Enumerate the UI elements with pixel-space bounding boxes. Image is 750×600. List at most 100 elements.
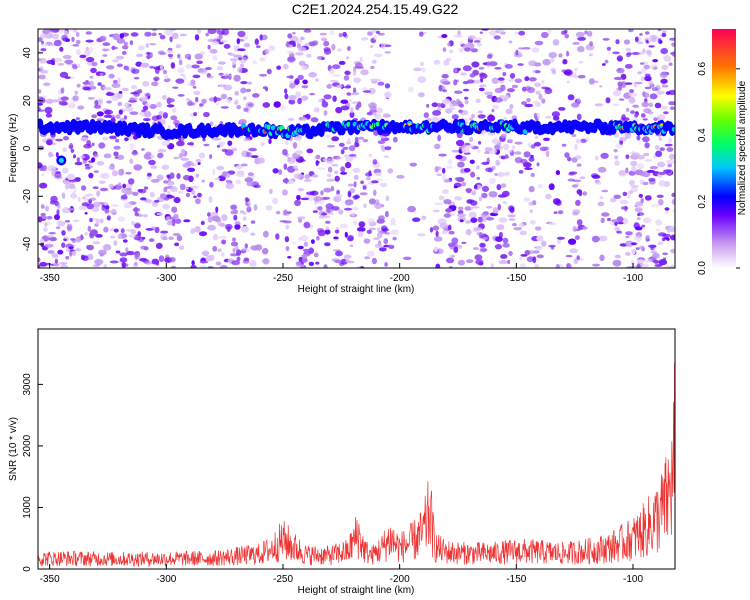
heatmap-cell [363,238,371,244]
heatmap-cell [344,199,354,206]
heatmap-cell [286,211,292,214]
heatmap-cell [97,82,102,86]
heatmap-cell [55,152,59,158]
heatmap-cell [44,33,54,39]
heatmap-cell [321,215,331,219]
heatmap-cell [471,113,475,119]
heatmap-cell [548,244,556,248]
heatmap-cell [304,174,311,180]
heatmap-cell [351,212,355,217]
heatmap-cell [309,92,315,96]
heatmap-cell [201,98,207,104]
heatmap-cell [134,253,139,260]
heatmap-cell [221,214,228,221]
heatmap-cell [99,72,104,76]
heatmap-cell [366,111,373,116]
heatmap-cell [149,65,155,69]
heatmap-cell [147,172,152,177]
heatmap-cell [447,42,451,47]
heatmap-cell [462,65,472,72]
heatmap-cell [528,77,537,82]
heatmap-cell [108,183,115,189]
heatmap-cell [494,144,501,150]
heatmap-cell [487,114,496,122]
heatmap-cell [353,174,359,180]
heatmap-cell [68,145,74,149]
heatmap-cell [420,61,424,66]
heatmap-cell [198,152,206,159]
heatmap-cell [566,80,571,84]
heatmap-cell [479,73,488,79]
heatmap-cell [190,264,197,268]
heatmap-cell [217,219,222,226]
heatmap-cell [40,33,46,39]
heatmap-cell [65,255,70,260]
heatmap-cell [644,142,650,149]
heatmap-cell [575,155,582,160]
heatmap-cell [43,221,52,226]
heatmap-cell [660,105,668,110]
heatmap-cell [167,179,171,182]
heatmap-cell [176,173,181,180]
heatmap-cell [648,45,655,48]
heatmap-cell [618,170,626,175]
heatmap-cell [464,47,471,52]
heatmap-cell [195,173,199,178]
heatmap-cell [157,152,164,159]
heatmap-cell [45,113,53,118]
heatmap-cell [543,146,550,151]
heatmap-cell [265,205,273,211]
snr-x-label: Height of straight line (km) [298,585,415,596]
heatmap-cell [252,60,258,65]
heatmap-cell [268,45,276,51]
heatmap-cell [629,89,634,94]
heatmap-cell [85,39,94,43]
heatmap-cell [576,255,580,260]
heatmap-cell [552,39,560,46]
heatmap-cell [548,183,555,191]
heatmap-cell [577,74,586,79]
heatmap-cell [524,76,530,82]
heatmap-cell [85,46,89,51]
heatmap-cell [217,248,222,253]
heatmap-cell [576,189,583,195]
heatmap-cell [668,137,672,144]
heatmap-cell [305,191,315,196]
heatmap-cell [530,172,535,178]
heatmap-cell [169,257,176,263]
heatmap-cell [599,196,604,200]
heatmap-cell [438,195,445,201]
heatmap-cell [470,48,478,53]
heatmap-cell [197,192,202,198]
heatmap-cell [174,218,182,224]
heatmap-cell [221,171,228,177]
heatmap-cell [518,30,526,36]
heatmap-cell [45,98,54,104]
heatmap-cell [232,248,236,253]
heatmap-cell [194,34,200,41]
heatmap-cell [635,201,644,207]
heatmap-cell [449,49,454,54]
heatmap-cell [338,209,344,215]
heatmap-cell [142,105,149,111]
heatmap-cell [609,197,617,203]
heatmap-cell [457,30,461,36]
heatmap-cell [450,254,456,258]
heatmap-cell [572,226,577,232]
heatmap-cell [122,183,127,189]
heatmap-cell [115,55,125,60]
heatmap-cell [75,39,81,45]
heatmap-cell [180,73,186,77]
heatmap-cell [503,143,510,151]
heatmap-cell [338,142,345,147]
heatmap-cell [362,185,367,190]
heatmap-cell [281,189,288,196]
heatmap-cell [235,179,242,184]
heatmap-cell [207,216,213,223]
heatmap-cell [296,194,301,201]
heatmap-cell [582,191,588,196]
heatmap-cell [331,163,339,167]
heatmap-cell [140,62,150,68]
heatmap-cell [299,159,306,162]
heatmap-cell [116,92,123,99]
